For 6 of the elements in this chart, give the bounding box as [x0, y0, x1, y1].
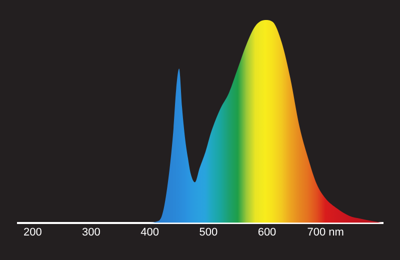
x-tick-label: 500 [199, 226, 218, 238]
x-tick-label: 400 [140, 226, 159, 238]
x-tick-label: 700 nm [307, 226, 344, 238]
x-tick-label: 300 [82, 226, 100, 238]
x-tick-label: 200 [23, 226, 42, 238]
x-tick-label: 600 [258, 226, 276, 238]
